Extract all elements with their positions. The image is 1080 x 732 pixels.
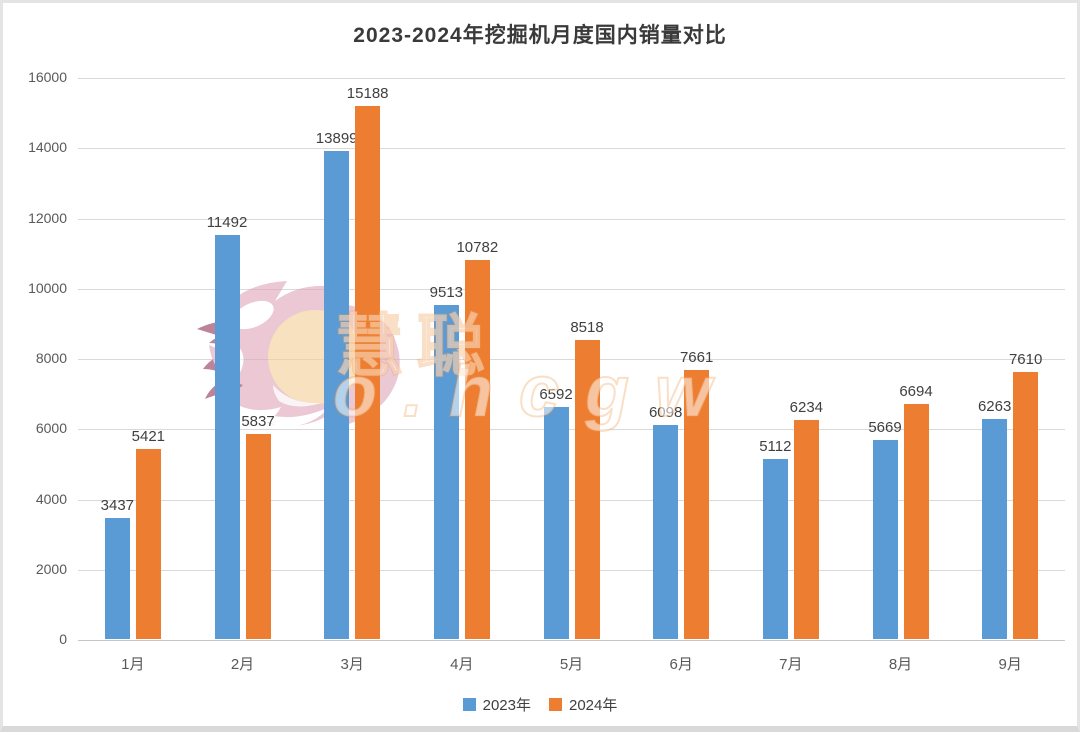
plot-area: 3437 5421 11492 5837 13899 15188 9513 10782 6592…: [78, 78, 1065, 673]
data-label-2024年-5月: 8518: [570, 318, 604, 336]
data-label-2023年-9月: 6263: [977, 398, 1012, 416]
data-label-2024年-2月: 5837: [241, 412, 275, 430]
x-axis-line: [78, 640, 1065, 641]
bar-2024年-4月: [464, 260, 490, 639]
bar-2023年-9月: [982, 419, 1008, 639]
data-label-2023年-7月: 5112: [759, 438, 792, 456]
x-tick-label-5月: 5月: [559, 656, 584, 673]
bar-2023年-8月: [872, 439, 898, 639]
bar-2023年-1月: [104, 518, 130, 639]
y-tick-label: 4000: [35, 490, 67, 507]
x-tick-label-4月: 4月: [450, 656, 474, 673]
gridline: [78, 78, 1065, 79]
x-tick-label-6月: 6月: [669, 656, 693, 673]
bar-2023年-6月: [653, 424, 679, 639]
legend-label: 2024年: [569, 697, 618, 714]
data-label-2024年-7月: 6234: [789, 399, 824, 417]
data-label-2023年-1月: 3437: [100, 497, 135, 515]
data-label-2023年-2月: 11492: [206, 214, 248, 232]
legend: 2023年 2024年: [3, 694, 1077, 715]
y-tick-label: 6000: [35, 420, 67, 437]
bar-2024年-2月: [245, 433, 271, 639]
bar-2024年-6月: [684, 369, 710, 639]
bar-2024年-3月: [355, 105, 381, 639]
y-tick-label: 0: [59, 631, 67, 647]
data-label-2023年-4月: 9513: [429, 283, 464, 301]
data-label-2024年-8月: 6694: [899, 382, 933, 400]
gridline: [78, 359, 1065, 360]
gridline: [78, 569, 1065, 571]
bars-layer: 3437 5421 11492 5837 13899 15188 9513 10782 6592…: [78, 78, 1065, 640]
chart-title: 2023-2024年挖掘机月度国内销量对比: [353, 24, 727, 47]
legend-swatch-icon: [462, 698, 476, 711]
bar-2024年-8月: [903, 403, 929, 639]
data-label-2024年-4月: 10782: [456, 239, 499, 257]
y-tick-label: 14000: [28, 139, 67, 156]
x-tick-label-1月: 1月: [121, 656, 145, 673]
data-label-2023年-6月: 6098: [648, 403, 683, 421]
data-label-2024年-6月: 7661: [679, 348, 714, 366]
gridline: [78, 499, 1065, 501]
bar-2023年-4月: [433, 304, 459, 639]
bar-2024年-5月: [574, 339, 600, 639]
gridline: [78, 429, 1065, 431]
bar-2024年-1月: [135, 448, 161, 639]
bar-2023年-5月: [543, 407, 569, 639]
bar-2024年-9月: [1013, 371, 1039, 639]
y-tick-label: 16000: [28, 69, 67, 85]
gridline: [78, 218, 1065, 220]
bar-2024年-7月: [793, 420, 819, 639]
data-label-2024年-9月: 7610: [1008, 350, 1043, 368]
legend-item-2024年: 2024年: [549, 694, 617, 715]
x-tick-label-9月: 9月: [998, 656, 1022, 673]
legend-label: 2023年: [482, 697, 531, 714]
y-tick-label: 2000: [35, 560, 67, 577]
y-tick-label: 10000: [28, 279, 67, 296]
data-label-2023年-8月: 5669: [868, 418, 902, 436]
y-tick-label: 12000: [28, 209, 67, 226]
bar-2023年-7月: [762, 459, 788, 639]
gridline: [78, 148, 1065, 150]
x-tick-label-7月: 7月: [779, 656, 803, 673]
bar-2023年-3月: [324, 150, 350, 639]
gridline: [78, 288, 1065, 290]
x-tick-label-2月: 2月: [230, 656, 255, 673]
legend-swatch-icon: [549, 698, 562, 711]
x-tick-label-3月: 3月: [340, 656, 364, 673]
data-label-2023年-3月: 13899: [315, 129, 358, 147]
bar-2023年-2月: [214, 235, 240, 639]
data-label-2024年-1月: 5421: [131, 427, 166, 445]
y-tick-label: 8000: [35, 350, 67, 366]
data-label-2023年-5月: 6592: [539, 386, 573, 404]
legend-item-2023年: 2023年: [462, 694, 531, 715]
x-tick-label-8月: 8月: [888, 656, 913, 673]
data-label-2024年-3月: 15188: [346, 84, 389, 102]
